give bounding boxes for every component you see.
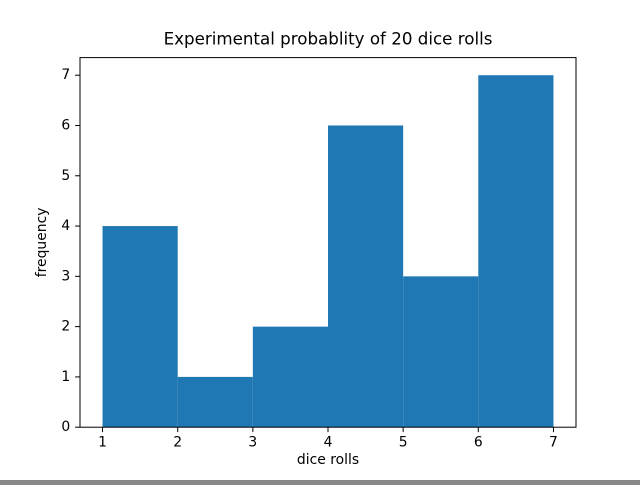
x-tick-label: 1 — [98, 435, 107, 451]
y-axis-label: frequency — [34, 208, 50, 278]
histogram-bar — [252, 326, 328, 428]
histogram-bar — [177, 376, 253, 428]
histogram-bar — [328, 125, 404, 428]
y-tick-label: 0 — [61, 419, 70, 435]
y-tick-label: 1 — [61, 369, 70, 385]
y-tick-label: 7 — [61, 67, 70, 83]
x-axis-label: dice rolls — [297, 452, 359, 468]
x-tick-label: 2 — [173, 435, 182, 451]
y-tick-label: 5 — [61, 168, 70, 184]
y-tick-label: 3 — [61, 268, 70, 284]
histogram-bar — [102, 226, 178, 428]
x-tick-label: 5 — [399, 435, 408, 451]
y-tick-label: 4 — [61, 218, 70, 234]
chart-title: Experimental probablity of 20 dice rolls — [164, 29, 493, 49]
x-tick-label: 6 — [474, 435, 483, 451]
histogram-bar — [478, 75, 554, 428]
x-tick-label: 3 — [248, 435, 257, 451]
x-tick-label: 7 — [549, 435, 558, 451]
x-axis-ticks: 1 2 3 4 5 6 7 — [98, 427, 558, 451]
y-tick-label: 6 — [61, 117, 70, 133]
y-tick-label: 2 — [61, 319, 70, 335]
histogram-bar — [403, 276, 479, 428]
x-tick-label: 4 — [324, 435, 333, 451]
y-axis-ticks: 0 1 2 3 4 5 6 7 — [61, 67, 80, 435]
bars-group — [102, 75, 554, 428]
